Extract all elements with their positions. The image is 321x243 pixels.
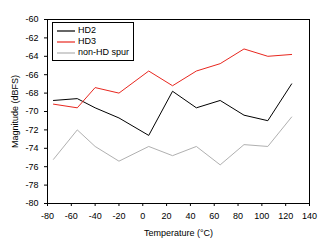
svg-text:-74: -74 [25,143,38,153]
svg-text:-62: -62 [25,33,38,43]
svg-text:-64: -64 [25,51,38,61]
svg-text:20: 20 [162,211,172,221]
svg-text:-80: -80 [25,198,38,208]
svg-text:-76: -76 [25,162,38,172]
svg-text:120: 120 [278,211,293,221]
svg-text:-60: -60 [25,14,38,24]
svg-text:140: 140 [302,211,317,221]
svg-text:-68: -68 [25,88,38,98]
svg-text:-72: -72 [25,125,38,135]
svg-text:100: 100 [254,211,269,221]
svg-text:60: 60 [209,211,219,221]
svg-text:-78: -78 [25,180,38,190]
svg-text:0: 0 [140,211,145,221]
svg-text:-20: -20 [112,211,125,221]
svg-text:40: 40 [185,211,195,221]
svg-text:80: 80 [233,211,243,221]
svg-text:Magnitude (dBFS): Magnitude (dBFS) [10,75,20,148]
html-text:HD3: HD3 [78,36,96,46]
svg-text:-60: -60 [65,211,78,221]
html-text:HD2: HD2 [78,25,96,35]
svg-text:-80: -80 [41,211,54,221]
html-text:non-HD spur: non-HD spur [78,47,129,57]
svg-text:-70: -70 [25,106,38,116]
svg-text:-66: -66 [25,70,38,80]
svg-text:Temperature (°C): Temperature (°C) [144,228,213,238]
svg-text:-40: -40 [89,211,102,221]
